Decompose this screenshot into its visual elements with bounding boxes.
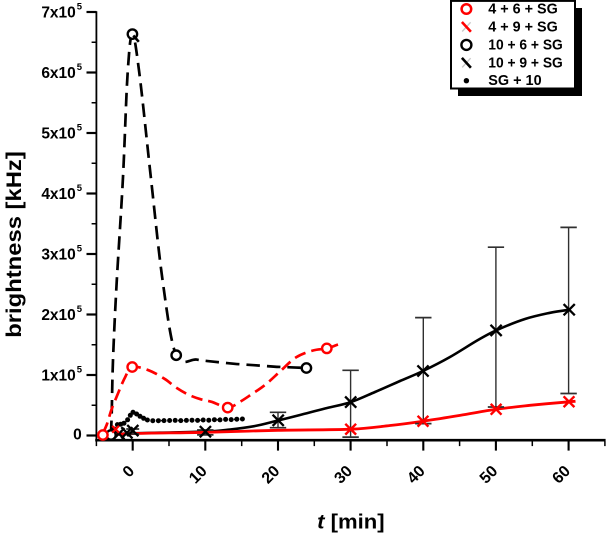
svg-text:5: 5	[77, 364, 83, 375]
svg-text:5: 5	[77, 304, 83, 315]
svg-text:1x10: 1x10	[41, 368, 75, 385]
svg-text:6x10: 6x10	[41, 65, 75, 82]
svg-text:4x10: 4x10	[41, 186, 75, 203]
svg-text:0: 0	[73, 426, 82, 443]
svg-text:2x10: 2x10	[41, 307, 75, 324]
svg-text:10 + 6 + SG: 10 + 6 + SG	[488, 37, 563, 53]
svg-text:10 + 9 + SG: 10 + 9 + SG	[488, 55, 563, 71]
svg-text:7x10: 7x10	[41, 5, 75, 22]
svg-text:4 + 9 + SG: 4 + 9 + SG	[488, 19, 558, 35]
svg-text:SG + 10: SG + 10	[488, 73, 541, 89]
svg-text:4 + 6 + SG: 4 + 6 + SG	[488, 2, 558, 18]
svg-text:5: 5	[77, 122, 83, 133]
svg-text:brightness [kHz]: brightness [kHz]	[2, 151, 26, 338]
svg-text:5: 5	[77, 62, 83, 73]
svg-text:t [min]: t [min]	[317, 511, 385, 534]
svg-text:5: 5	[77, 1, 83, 12]
svg-text:5: 5	[77, 243, 83, 254]
svg-text:3x10: 3x10	[41, 247, 75, 264]
svg-text:5: 5	[77, 183, 83, 194]
svg-text:5x10: 5x10	[41, 126, 75, 143]
